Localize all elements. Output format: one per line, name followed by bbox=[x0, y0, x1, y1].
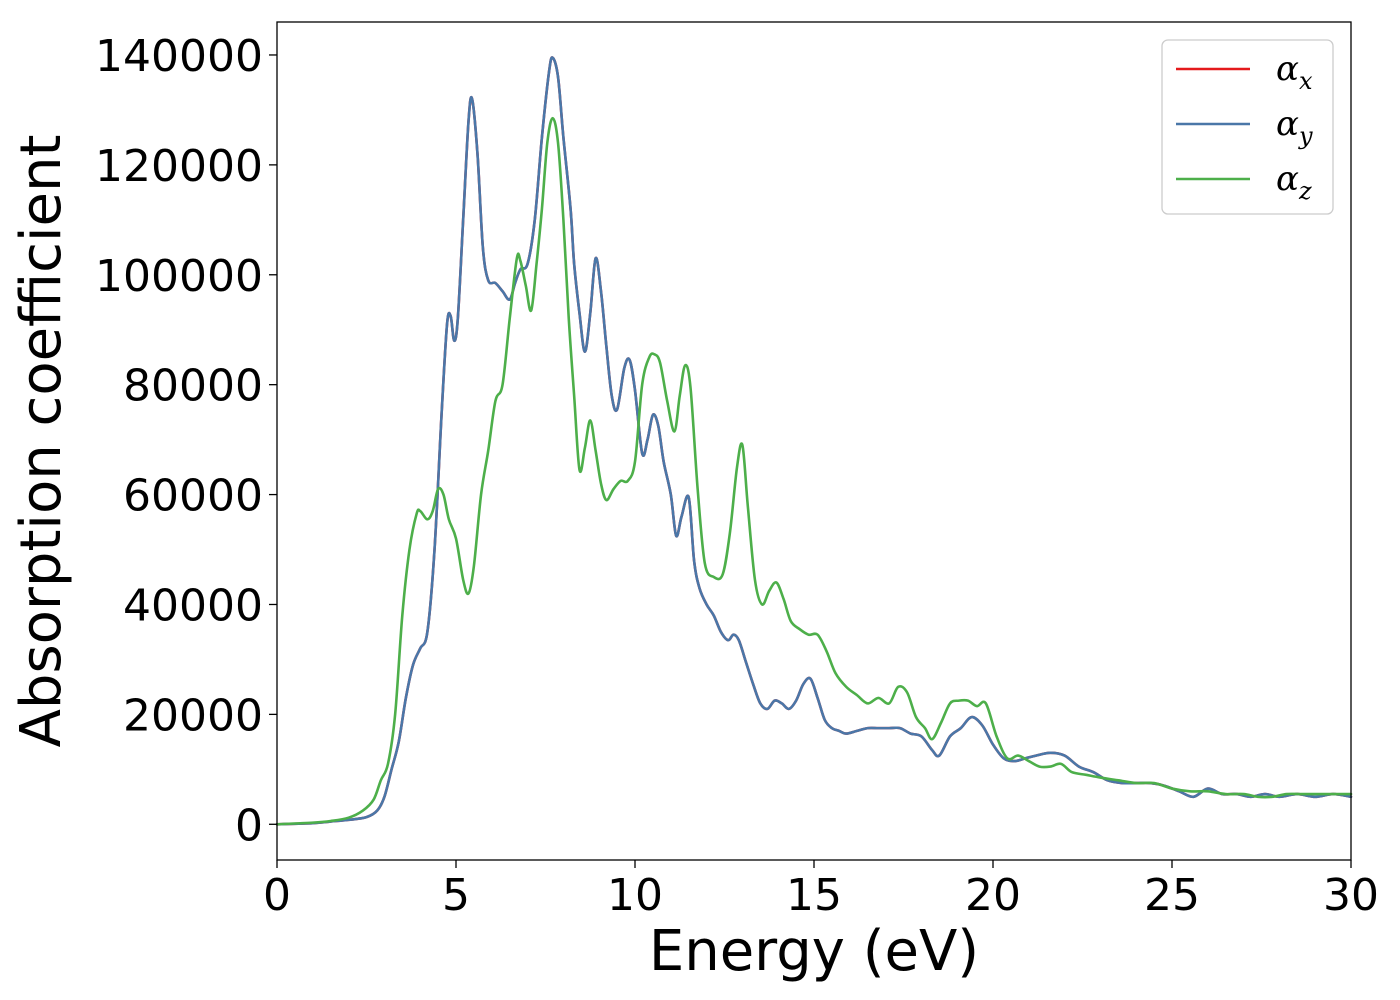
series-line-y bbox=[275, 56, 1353, 826]
y-tick-label: 80000 bbox=[123, 361, 263, 412]
y-tick-label: 0 bbox=[235, 800, 263, 851]
y-axis-title: Absorption coefficient bbox=[9, 135, 74, 748]
x-tick-label: 0 bbox=[263, 870, 291, 921]
x-tick-label: 25 bbox=[1144, 870, 1200, 921]
x-axis-title: Energy (eV) bbox=[649, 919, 979, 984]
series-line-z bbox=[275, 116, 1353, 826]
x-tick-label: 5 bbox=[442, 870, 470, 921]
x-tick-label: 20 bbox=[965, 870, 1021, 921]
legend-frame bbox=[1161, 39, 1334, 215]
y-tick-label: 100000 bbox=[95, 251, 263, 302]
x-tick-label: 15 bbox=[786, 870, 842, 921]
y-tick-label: 40000 bbox=[123, 580, 263, 631]
y-tick-label: 140000 bbox=[95, 31, 263, 82]
x-tick-label: 10 bbox=[607, 870, 663, 921]
x-tick-label: 30 bbox=[1323, 870, 1379, 921]
series-layer bbox=[275, 56, 1353, 826]
y-tick-label: 120000 bbox=[95, 141, 263, 192]
ticks-layer: 0 5 10 15 20 25 30 0 20000 40000 60000 80000 100000 1… bbox=[95, 31, 1379, 921]
y-tick-label: 20000 bbox=[123, 690, 263, 741]
y-tick-label: 60000 bbox=[123, 471, 263, 522]
